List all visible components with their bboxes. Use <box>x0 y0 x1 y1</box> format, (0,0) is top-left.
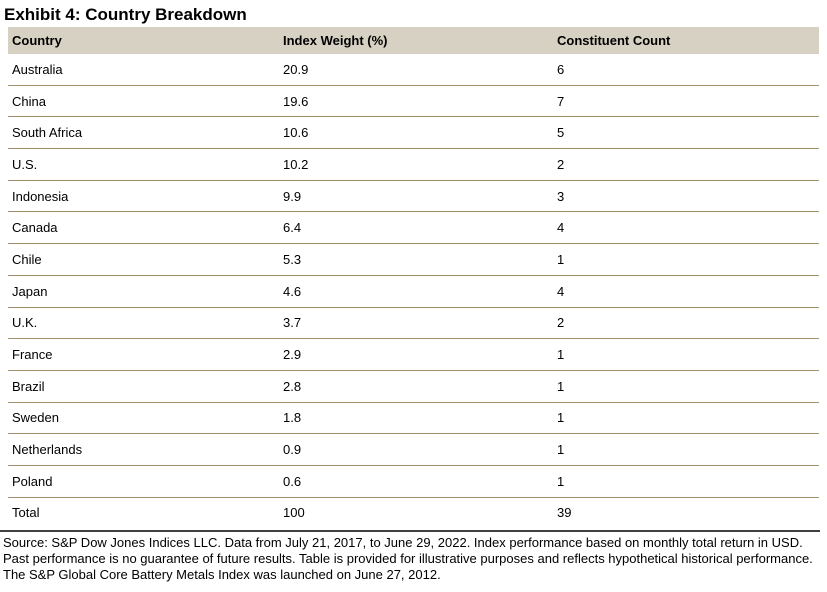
table-row: South Africa 10.6 5 <box>8 116 819 150</box>
table-header: Country Index Weight (%) Constituent Cou… <box>8 27 819 54</box>
count-cell: 2 <box>553 148 819 181</box>
count-cell: 4 <box>553 211 819 245</box>
weight-cell: 20.9 <box>279 54 553 86</box>
weight-cell: 10.2 <box>279 148 553 181</box>
weight-cell: 2.9 <box>279 338 553 371</box>
column-header-constituent-count: Constituent Count <box>553 27 819 54</box>
table-row-total: Total 100 39 <box>8 497 819 528</box>
weight-cell: 10.6 <box>279 116 553 150</box>
country-cell: Chile <box>8 243 279 276</box>
weight-cell: 2.8 <box>279 370 553 403</box>
country-breakdown-table: Country Index Weight (%) Constituent Cou… <box>8 27 819 528</box>
table-row: Brazil 2.8 1 <box>8 370 819 403</box>
weight-cell: 0.9 <box>279 433 553 466</box>
weight-cell: 4.6 <box>279 275 553 308</box>
count-cell: 1 <box>553 433 819 466</box>
count-cell: 1 <box>553 402 819 435</box>
country-cell: France <box>8 338 279 371</box>
table-row: U.K. 3.7 2 <box>8 307 819 340</box>
footnote-divider: Source: S&P Dow Jones Indices LLC. Data … <box>0 530 820 582</box>
source-footnote: Source: S&P Dow Jones Indices LLC. Data … <box>3 535 813 582</box>
exhibit-title: Exhibit 4: Country Breakdown <box>4 5 247 24</box>
count-cell: 3 <box>553 180 819 213</box>
header-row: Country Index Weight (%) Constituent Cou… <box>8 27 819 54</box>
column-header-index-weight: Index Weight (%) <box>279 27 553 54</box>
count-cell: 1 <box>553 370 819 403</box>
country-cell: U.S. <box>8 148 279 181</box>
table-row: France 2.9 1 <box>8 338 819 371</box>
weight-cell: 6.4 <box>279 211 553 245</box>
table-row: China 19.6 7 <box>8 85 819 118</box>
count-cell: 2 <box>553 307 819 340</box>
country-cell: South Africa <box>8 116 279 150</box>
weight-cell: 0.6 <box>279 465 553 498</box>
country-cell: Japan <box>8 275 279 308</box>
count-cell: 1 <box>553 243 819 276</box>
weight-cell: 5.3 <box>279 243 553 276</box>
country-cell: China <box>8 85 279 118</box>
country-cell: Sweden <box>8 402 279 435</box>
weight-cell: 1.8 <box>279 402 553 435</box>
weight-cell: 9.9 <box>279 180 553 213</box>
country-cell: Netherlands <box>8 433 279 466</box>
table-row: Australia 20.9 6 <box>8 54 819 86</box>
country-cell: Australia <box>8 54 279 86</box>
count-cell: 1 <box>553 338 819 371</box>
country-cell: Poland <box>8 465 279 498</box>
count-cell: 4 <box>553 275 819 308</box>
count-cell: 6 <box>553 54 819 86</box>
count-cell: 7 <box>553 85 819 118</box>
table-row: Japan 4.6 4 <box>8 275 819 308</box>
count-cell: 5 <box>553 116 819 150</box>
country-cell: Canada <box>8 211 279 245</box>
country-cell: Total <box>12 505 40 521</box>
table-row: Poland 0.6 1 <box>8 465 819 498</box>
table-row: Netherlands 0.9 1 <box>8 433 819 466</box>
count-cell: 1 <box>553 465 819 498</box>
country-cell: Indonesia <box>8 180 279 213</box>
country-cell: U.K. <box>8 307 279 340</box>
table-row: Chile 5.3 1 <box>8 243 819 276</box>
column-header-country: Country <box>8 27 279 54</box>
table-row: Canada 6.4 4 <box>8 211 819 245</box>
table-row: U.S. 10.2 2 <box>8 148 819 181</box>
country-cell: Brazil <box>8 370 279 403</box>
table-row: Indonesia 9.9 3 <box>8 180 819 213</box>
count-cell: 39 <box>557 505 572 521</box>
weight-cell: 100 <box>283 505 305 521</box>
table-row: Sweden 1.8 1 <box>8 402 819 435</box>
weight-cell: 19.6 <box>279 85 553 118</box>
weight-cell: 3.7 <box>279 307 553 340</box>
